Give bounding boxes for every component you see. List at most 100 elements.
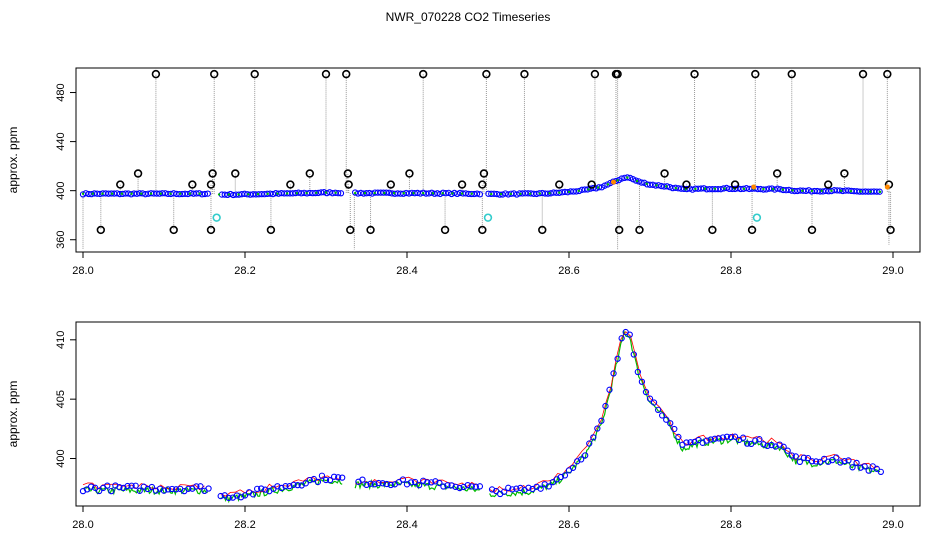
data-point bbox=[448, 482, 455, 489]
data-point bbox=[654, 406, 662, 413]
data-point bbox=[399, 476, 407, 483]
data-point-inner bbox=[694, 187, 697, 191]
data-point bbox=[310, 475, 317, 483]
data-point bbox=[606, 386, 613, 393]
data-point bbox=[241, 492, 249, 499]
data-point-inner bbox=[849, 190, 853, 193]
data-point bbox=[825, 458, 832, 465]
data-point bbox=[492, 487, 500, 495]
data-point-inner bbox=[179, 192, 182, 195]
data-point bbox=[877, 468, 884, 475]
data-point bbox=[853, 459, 860, 467]
data-point bbox=[630, 351, 637, 358]
data-point bbox=[513, 485, 520, 492]
data-point bbox=[723, 433, 731, 440]
top-plot-frame bbox=[75, 67, 921, 253]
outlier-point bbox=[807, 225, 817, 235]
data-point bbox=[760, 186, 767, 193]
data-point bbox=[507, 190, 515, 197]
data-point bbox=[727, 433, 735, 441]
data-point-inner bbox=[101, 192, 104, 195]
data-point-inner bbox=[538, 192, 542, 195]
data-point bbox=[132, 482, 139, 489]
highlight-point bbox=[751, 184, 757, 190]
data-point bbox=[667, 420, 674, 427]
data-point bbox=[193, 483, 200, 490]
bottom-x-tick-label: 28.6 bbox=[558, 519, 579, 531]
data-point bbox=[788, 452, 795, 459]
outlier-point bbox=[210, 69, 219, 79]
data-point bbox=[683, 439, 690, 446]
outlier-point bbox=[169, 225, 178, 235]
data-point bbox=[849, 464, 856, 471]
top-x-tick-label: 29.0 bbox=[882, 265, 903, 277]
data-point-inner bbox=[130, 192, 133, 195]
data-point bbox=[564, 189, 571, 196]
highlight-point bbox=[884, 184, 890, 190]
data-point bbox=[104, 482, 111, 489]
outlier-point bbox=[478, 225, 487, 235]
data-point bbox=[663, 416, 670, 423]
data-point-inner bbox=[324, 191, 328, 194]
data-point-inner bbox=[441, 192, 444, 195]
data-point-inner bbox=[227, 193, 230, 196]
data-point bbox=[695, 436, 702, 444]
data-point bbox=[379, 480, 386, 487]
top-y-axis: 360 400 440 480 bbox=[55, 83, 76, 249]
outlier-point bbox=[321, 69, 331, 79]
data-point bbox=[784, 447, 791, 454]
data-point bbox=[339, 474, 346, 481]
data-point bbox=[610, 370, 617, 377]
bottom-y-tick-label: 405 bbox=[55, 390, 67, 408]
outlier-point bbox=[386, 180, 395, 189]
data-point bbox=[833, 454, 840, 461]
data-point bbox=[663, 183, 671, 190]
data-point bbox=[262, 486, 269, 493]
outlier-point bbox=[478, 180, 487, 189]
data-point bbox=[646, 181, 654, 188]
data-point bbox=[501, 488, 508, 495]
data-point bbox=[715, 435, 722, 442]
data-point bbox=[386, 189, 393, 196]
bottom-plot-data bbox=[79, 328, 884, 504]
outlier-point bbox=[858, 69, 868, 79]
data-point-inner bbox=[81, 192, 85, 195]
data-point bbox=[764, 442, 771, 449]
bottom-x-tick-label: 28.8 bbox=[720, 519, 741, 531]
data-point bbox=[792, 453, 799, 460]
data-point bbox=[282, 483, 289, 490]
data-point-inner bbox=[490, 192, 493, 196]
data-point bbox=[650, 399, 658, 406]
bottom-panel: 28.0 28.2 28.4 28.6 28.8 29.0 400 405 410 appro… bbox=[6, 321, 921, 531]
data-point-inner bbox=[110, 192, 114, 195]
outlier-point bbox=[343, 169, 353, 178]
data-point bbox=[334, 474, 342, 481]
data-point bbox=[857, 464, 864, 471]
data-point-inner bbox=[645, 182, 648, 185]
data-point-inner bbox=[567, 190, 571, 194]
data-point bbox=[468, 483, 475, 490]
outlier-point bbox=[206, 225, 216, 235]
highlight-point bbox=[611, 179, 617, 185]
data-point bbox=[626, 331, 633, 338]
data-point-inner bbox=[295, 192, 299, 195]
outlier-point bbox=[151, 69, 161, 79]
data-point bbox=[294, 481, 301, 489]
data-point bbox=[731, 433, 739, 440]
data-point-inner bbox=[334, 191, 337, 194]
data-point bbox=[197, 483, 204, 490]
bottom-x-tick-label: 28.2 bbox=[234, 519, 255, 531]
outlier-point bbox=[772, 169, 782, 178]
top-panel: 28.0 28.2 28.4 28.6 28.8 29.0 360 400 440 480 ap… bbox=[6, 67, 921, 277]
data-point bbox=[594, 425, 601, 432]
data-point bbox=[253, 485, 261, 493]
data-point bbox=[318, 472, 326, 479]
data-point-inner bbox=[169, 192, 172, 195]
data-point bbox=[646, 395, 654, 402]
data-point-inner bbox=[509, 192, 512, 196]
data-point-inner bbox=[431, 192, 435, 195]
data-point bbox=[672, 184, 679, 191]
data-point-inner bbox=[820, 189, 823, 193]
data-point bbox=[841, 457, 848, 465]
outlier-point bbox=[751, 69, 760, 79]
